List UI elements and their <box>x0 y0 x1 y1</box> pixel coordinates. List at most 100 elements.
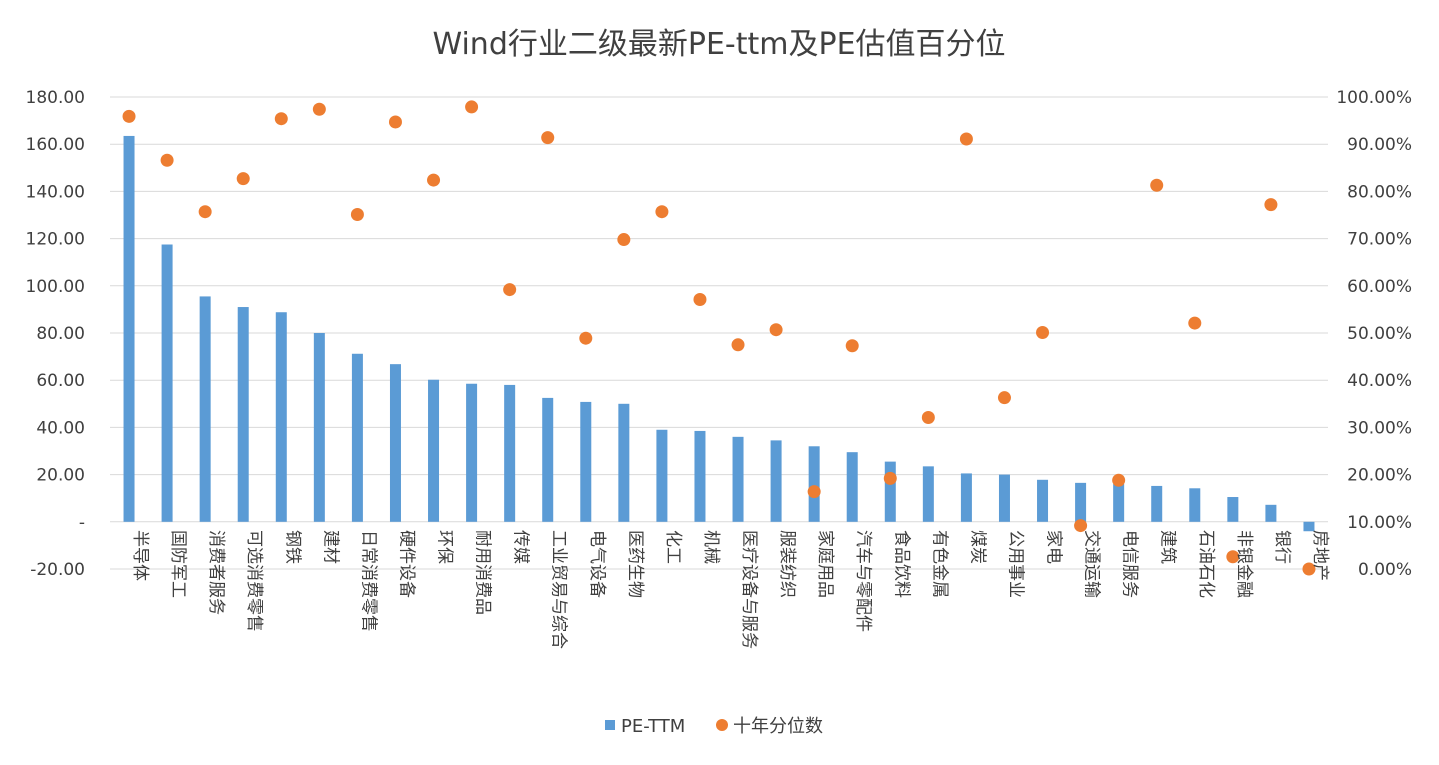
percentile-point <box>1112 473 1126 487</box>
percentile-point <box>1264 198 1278 212</box>
pe-ttm-bar <box>998 474 1010 522</box>
percentile-point <box>921 410 935 424</box>
category-label: 建材 <box>320 530 340 564</box>
legend-swatch-percentile <box>716 719 728 731</box>
percentile-point <box>465 100 479 114</box>
pe-ttm-bar <box>1303 521 1315 532</box>
pe-ttm-bar <box>1227 497 1239 522</box>
pe-ttm-bar <box>275 312 287 522</box>
pe-ttm-bar <box>313 333 325 522</box>
pe-ttm-bar <box>808 446 820 522</box>
category-label: 食品饮料 <box>891 530 911 598</box>
percentile-point <box>579 331 593 345</box>
pe-ttm-bar <box>960 473 972 522</box>
legend-label-pe-ttm: PE-TTM <box>621 716 685 737</box>
percentile-point <box>997 391 1011 405</box>
pe-ttm-bar <box>161 244 173 522</box>
percentile-point <box>388 115 402 129</box>
percentile-point <box>236 172 250 186</box>
percentile-point <box>1150 178 1164 192</box>
category-label: 传媒 <box>511 530 531 564</box>
left-tick-label: 80.00 <box>36 324 85 344</box>
category-label: 耐用消费品 <box>473 530 493 615</box>
pe-ttm-bar <box>884 461 896 522</box>
pe-ttm-bar <box>922 466 934 522</box>
category-label: 医疗设备与服务 <box>739 530 759 649</box>
right-tick-label: 0.00% <box>1358 560 1412 580</box>
pe-ttm-bars <box>123 135 1315 532</box>
category-label: 交通运输 <box>1082 530 1102 598</box>
category-label: 有色金属 <box>929 530 949 598</box>
pe-ttm-bar <box>732 436 744 522</box>
left-axis-ticks: -20.00-20.0040.0060.0080.00100.00120.001… <box>26 88 85 580</box>
category-label: 环保 <box>435 530 455 564</box>
chart-title: Wind行业二级最新PE-ttm及PE估值百分位 <box>432 27 1005 62</box>
percentile-point <box>1074 519 1088 533</box>
pe-ttm-bar <box>466 383 478 522</box>
category-label: 硬件设备 <box>396 530 416 598</box>
left-tick-label: - <box>79 513 85 533</box>
pe-ttm-bar <box>237 307 249 522</box>
percentile-point <box>198 205 212 219</box>
left-tick-label: 100.00 <box>26 277 85 297</box>
percentile-point <box>883 471 897 485</box>
category-label: 家电 <box>1044 530 1064 564</box>
category-label: 医药生物 <box>625 530 645 598</box>
pe-ttm-bar <box>1037 479 1049 522</box>
category-label: 煤炭 <box>967 530 987 564</box>
right-tick-label: 70.00% <box>1347 230 1412 250</box>
percentile-point <box>274 112 288 126</box>
percentile-point <box>160 153 174 167</box>
pe-ttm-bar <box>1265 504 1277 522</box>
percentile-point <box>503 283 517 297</box>
percentile-point <box>959 132 973 146</box>
right-tick-label: 80.00% <box>1347 182 1412 202</box>
percentile-point <box>350 208 364 222</box>
category-label: 日常消费零售 <box>358 530 378 632</box>
percentile-point <box>769 323 783 337</box>
pe-ttm-bar <box>770 440 782 522</box>
pe-ttm-bar <box>1113 484 1125 522</box>
right-tick-label: 30.00% <box>1347 418 1412 438</box>
category-label: 石油石化 <box>1196 530 1216 598</box>
pe-ttm-bar <box>1075 482 1087 522</box>
right-tick-label: 60.00% <box>1347 277 1412 297</box>
category-label: 非银金融 <box>1234 530 1254 598</box>
left-tick-label: 140.00 <box>26 182 85 202</box>
pe-ttm-bar <box>580 401 592 522</box>
category-label: 公用事业 <box>1005 530 1025 598</box>
category-label: 国防军工 <box>168 530 188 598</box>
percentile-point <box>731 338 745 352</box>
category-label: 钢铁 <box>282 530 302 564</box>
category-label: 电气设备 <box>587 530 607 598</box>
legend-label-percentile: 十年分位数 <box>733 716 823 737</box>
category-label: 化工 <box>663 530 683 564</box>
percentile-point <box>312 102 326 116</box>
category-label: 服装纺织 <box>777 530 797 598</box>
percentile-point <box>1036 326 1050 340</box>
category-label: 机械 <box>701 530 721 564</box>
category-label: 银行 <box>1272 530 1292 564</box>
category-label: 家庭用品 <box>815 530 835 598</box>
legend-swatch-pe-ttm <box>605 720 615 730</box>
percentile-points <box>122 100 1316 576</box>
pe-ttm-bar <box>199 296 211 522</box>
category-label: 半导体 <box>130 530 150 581</box>
pe-ttm-bar <box>123 135 135 522</box>
left-tick-label: -20.00 <box>30 560 85 580</box>
percentile-point <box>1302 562 1316 576</box>
category-label: 可选消费零售 <box>244 530 264 632</box>
percentile-point <box>655 205 669 219</box>
pe-ttm-bar <box>656 429 668 522</box>
left-tick-label: 160.00 <box>26 135 85 155</box>
left-tick-label: 120.00 <box>26 230 85 250</box>
left-tick-label: 40.00 <box>36 418 85 438</box>
pe-ttm-bar <box>351 353 363 522</box>
category-label: 房地产 <box>1310 530 1330 581</box>
right-tick-label: 20.00% <box>1347 466 1412 486</box>
pe-ttm-bar <box>428 379 440 522</box>
right-axis-ticks: 0.00% 10.00% 20.00% 30.00% 40.00% 50.00% 60.00… <box>1336 88 1412 580</box>
pe-ttm-bar <box>1189 488 1201 522</box>
category-label: 电信服务 <box>1120 530 1140 598</box>
